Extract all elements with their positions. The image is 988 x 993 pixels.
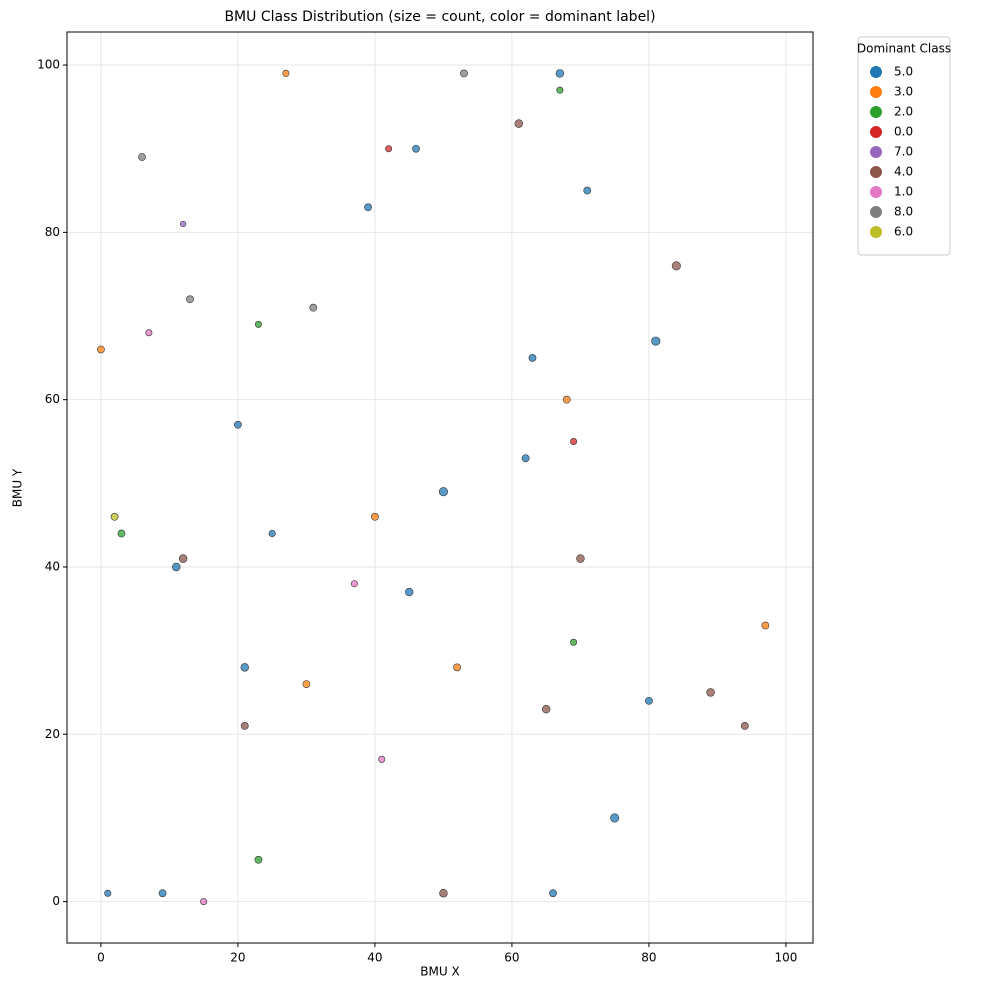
- legend-label: 4.0: [894, 165, 913, 179]
- point: [570, 638, 578, 646]
- y-tick-label: 20: [45, 727, 60, 741]
- point: [412, 144, 420, 153]
- point: [172, 562, 181, 572]
- point: [117, 529, 126, 538]
- point: [371, 512, 379, 521]
- point: [309, 303, 318, 312]
- point: [145, 329, 153, 337]
- legend-label: 1.0: [894, 185, 913, 199]
- legend-label: 3.0: [894, 85, 913, 99]
- point: [302, 680, 311, 688]
- legend-label: 8.0: [894, 205, 913, 219]
- y-tick-label: 40: [45, 559, 60, 573]
- point: [541, 704, 551, 714]
- point: [576, 554, 585, 563]
- point: [254, 320, 262, 328]
- legend-label: 0.0: [894, 125, 913, 139]
- point: [158, 889, 167, 898]
- legend-marker: [870, 106, 882, 118]
- y-axis-label: BMU Y: [11, 468, 25, 507]
- legend-label: 2.0: [894, 105, 913, 119]
- point: [671, 261, 681, 271]
- legend-marker: [870, 226, 882, 238]
- point: [180, 220, 187, 228]
- legend-marker: [870, 186, 882, 198]
- point: [240, 663, 249, 672]
- legend-marker: [870, 126, 882, 138]
- point: [186, 295, 194, 304]
- x-tick-label: 100: [774, 951, 797, 965]
- point: [761, 621, 770, 630]
- point: [282, 69, 290, 77]
- point: [549, 889, 557, 898]
- point: [268, 530, 276, 538]
- x-axis-label: BMU X: [420, 965, 459, 979]
- point: [254, 855, 263, 864]
- x-tick-label: 0: [97, 951, 105, 965]
- point: [404, 587, 414, 597]
- x-tick-label: 20: [230, 951, 245, 965]
- point: [570, 437, 578, 445]
- chart-title: BMU Class Distribution (size = count, co…: [224, 9, 655, 25]
- legend-label: 5.0: [894, 65, 913, 79]
- legend-title: Dominant Class: [857, 42, 951, 56]
- legend-label: 6.0: [894, 225, 913, 239]
- point: [378, 755, 386, 763]
- x-tick-label: 80: [641, 951, 656, 965]
- point: [562, 395, 571, 404]
- point: [240, 722, 249, 730]
- point: [583, 186, 592, 195]
- y-tick-label: 100: [37, 58, 60, 72]
- point: [528, 353, 537, 362]
- point: [521, 454, 530, 463]
- point: [178, 554, 188, 563]
- point: [514, 119, 523, 128]
- point: [645, 696, 653, 705]
- point: [460, 69, 468, 78]
- point: [104, 889, 112, 897]
- y-tick-label: 0: [52, 894, 60, 908]
- point: [97, 345, 105, 354]
- y-tick-label: 60: [45, 392, 60, 406]
- point: [438, 487, 448, 497]
- point: [439, 889, 448, 898]
- legend-marker: [870, 206, 882, 218]
- point: [706, 688, 715, 697]
- legend-marker: [870, 86, 882, 98]
- point: [651, 336, 661, 346]
- legend-label: 7.0: [894, 145, 913, 159]
- plot-frame: [66, 31, 814, 944]
- point: [234, 420, 242, 429]
- x-tick-label: 60: [504, 951, 519, 965]
- point: [610, 813, 620, 823]
- point: [556, 86, 564, 94]
- point: [364, 203, 372, 212]
- point: [350, 580, 358, 588]
- y-tick-label: 80: [45, 225, 60, 239]
- legend-marker: [870, 66, 882, 78]
- point: [138, 153, 146, 161]
- x-tick-label: 40: [367, 951, 382, 965]
- point: [385, 145, 393, 153]
- legend-marker: [870, 166, 882, 178]
- legend-marker: [870, 146, 882, 158]
- point: [110, 512, 119, 521]
- point: [453, 663, 462, 672]
- point: [200, 898, 208, 906]
- point: [740, 722, 749, 730]
- point: [555, 69, 565, 78]
